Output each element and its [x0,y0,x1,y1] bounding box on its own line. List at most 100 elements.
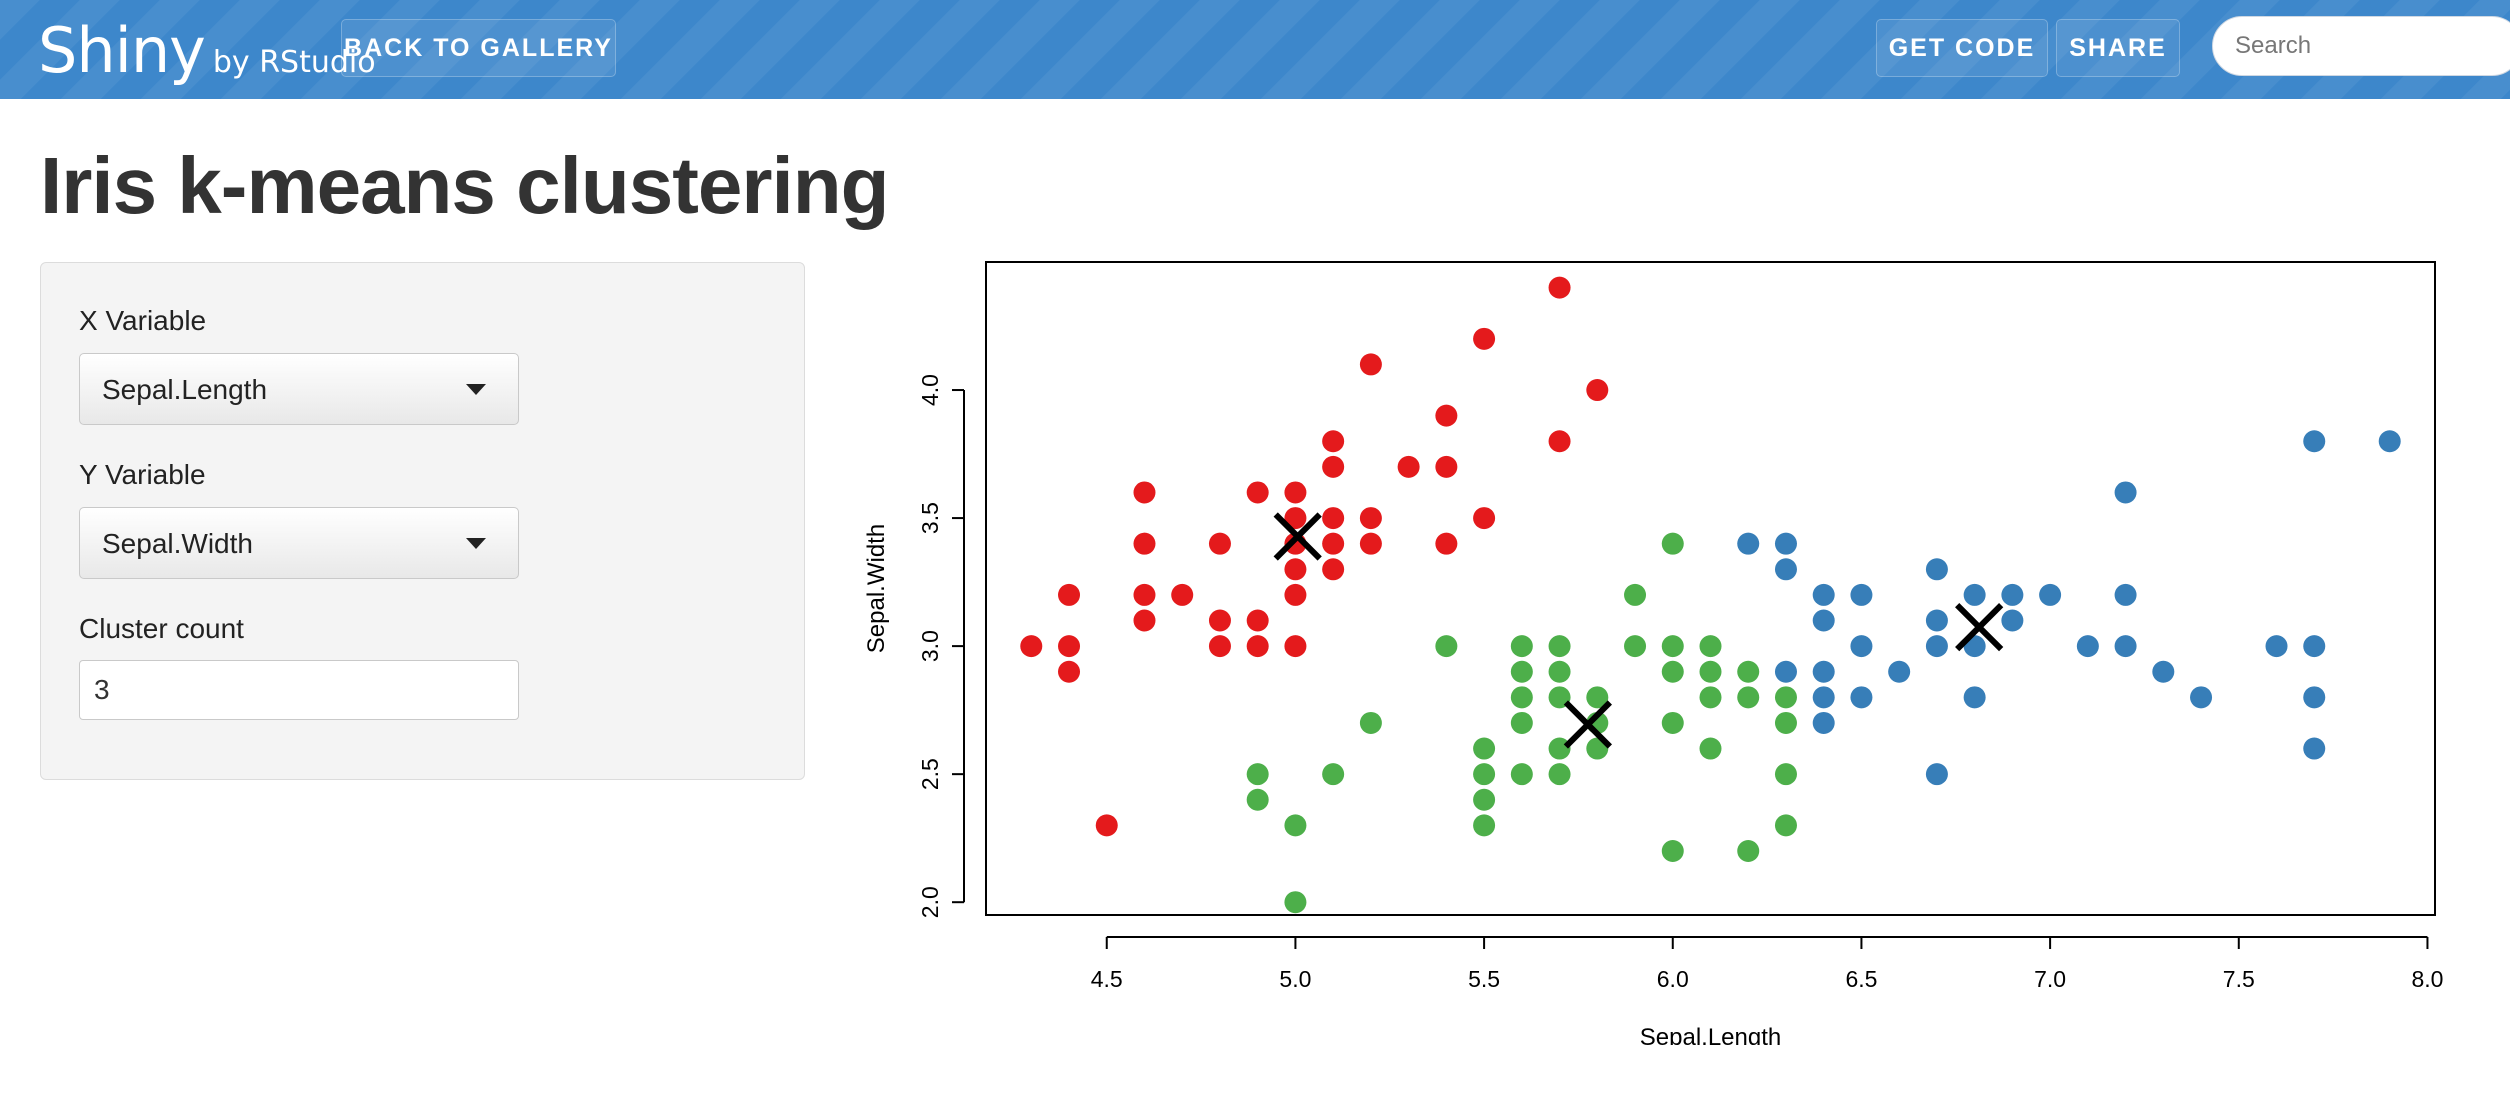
cluster-3-point [1925,635,1948,658]
y-variable-value: Sepal.Width [102,528,253,559]
y-variable-label: Y Variable [79,459,206,490]
cluster-1-point [1020,635,1043,658]
x-tick-label: 8.0 [2411,966,2443,992]
cluster-1-point [1548,430,1571,453]
cluster-3-point [1812,686,1835,709]
x-tick-label: 5.5 [1468,966,1500,992]
y-variable-select[interactable]: Sepal.Width [79,507,519,579]
cluster-3-point [2076,635,2099,658]
cluster-3-point [2039,583,2062,606]
cluster-1-point [1208,635,1231,658]
cluster-2-point [1548,660,1571,683]
y-axis-title: Sepal.Width [863,524,890,653]
cluster-1-point [1133,609,1156,632]
cluster-2-point [1548,686,1571,709]
search-input[interactable]: Search [2212,16,2510,76]
cluster-3-point [1774,558,1797,581]
cluster-3-point [1812,583,1835,606]
cluster-1-point [1058,660,1081,683]
cluster-1-point [1586,379,1609,402]
cluster-2-point [1473,814,1496,837]
controls-panel: X Variable Sepal.Length Y Variable Sepal… [40,262,805,780]
x-variable-value: Sepal.Length [102,374,268,405]
cluster-1-point [1133,583,1156,606]
cluster-3-point [2378,430,2401,453]
cluster-3-point [2303,430,2326,453]
cluster-1-point [1435,532,1458,555]
cluster-1-point [1284,583,1307,606]
cluster-2-point [1510,763,1533,786]
cluster-1-point [1284,558,1307,581]
cluster-3-point [1850,583,1873,606]
cluster-2-point [1661,839,1684,862]
cluster-2-point [1774,686,1797,709]
brand-subtitle: by RStudio [212,45,376,80]
cluster-2-point [1548,635,1571,658]
cluster-1-point [1284,507,1307,530]
top-navbar: Shiny by RStudio BACK TO GALLERY GET CODE… [0,0,2510,99]
cluster-1-point [1473,327,1496,350]
cluster-1-point [1133,481,1156,504]
cluster-1-point [1171,583,1194,606]
cluster-1-point [1359,353,1382,376]
cluster-3-point [1812,660,1835,683]
cluster-3-point [1963,686,1986,709]
get-code-button[interactable]: GET CODE [1876,19,2048,77]
cluster-2-point [1510,660,1533,683]
x-tick-label: 7.5 [2223,966,2255,992]
chevron-down-icon [466,384,486,395]
y-tick-label: 2.5 [917,758,943,790]
cluster-2-point [1510,635,1533,658]
cluster-2-point [1737,660,1760,683]
cluster-1-point [1208,532,1231,555]
cluster-2-point [1246,763,1269,786]
cluster-2-point [1473,737,1496,760]
cluster-3-point [2303,635,2326,658]
cluster-1-point [1058,583,1081,606]
cluster-3-point [1812,609,1835,632]
y-tick-label: 2.0 [917,886,943,918]
plot-frame [985,261,2436,916]
cluster-3-point [1812,711,1835,734]
cluster-count-input[interactable]: 3 [79,660,519,720]
cluster-1-point [1246,635,1269,658]
x-variable-select[interactable]: Sepal.Length [79,353,519,425]
cluster-1-point [1359,507,1382,530]
cluster-2-point [1661,711,1684,734]
cluster-3-point [2114,635,2137,658]
share-button[interactable]: SHARE [2056,19,2180,77]
cluster-3-point [1850,635,1873,658]
cluster-1-point [1322,507,1345,530]
cluster-3-point [2001,609,2024,632]
cluster-1-point [1095,814,1118,837]
cluster-2-point [1586,686,1609,709]
x-variable-label: X Variable [79,305,207,336]
x-tick-label: 4.5 [1091,966,1123,992]
kmeans-scatter-plot: 4.5 5.0 5.5 6.0 6.5 7.0 7.5 8.0 2.0 2.5 3.0 3.5 4.0 S… [863,261,2443,1045]
cluster-2-point [1774,814,1797,837]
cluster-3-point [2152,660,2175,683]
cluster-2-point [1284,891,1307,914]
cluster-1-point [1246,609,1269,632]
cluster-center-mark [1955,603,2004,652]
cluster-2-point [1661,532,1684,555]
cluster-2-point [1774,763,1797,786]
cluster-1-point [1397,455,1420,478]
cluster-3-point [2114,481,2137,504]
cluster-3-point [2001,583,2024,606]
cluster-1-point [1058,635,1081,658]
shiny-logo[interactable]: Shiny by RStudio [38,14,376,87]
cluster-2-point [1737,686,1760,709]
cluster-1-point [1359,532,1382,555]
cluster-3-point [1963,583,1986,606]
cluster-3-point [1925,609,1948,632]
cluster-3-point [1774,660,1797,683]
x-axis-title: Sepal.Length [1640,1024,1781,1045]
cluster-3-point [1850,686,1873,709]
cluster-2-point [1548,763,1571,786]
cluster-2-point [1246,788,1269,811]
y-tick-label: 4.0 [917,374,943,406]
back-to-gallery-button[interactable]: BACK TO GALLERY [341,19,616,77]
chevron-down-icon [466,538,486,549]
cluster-1-point [1322,430,1345,453]
